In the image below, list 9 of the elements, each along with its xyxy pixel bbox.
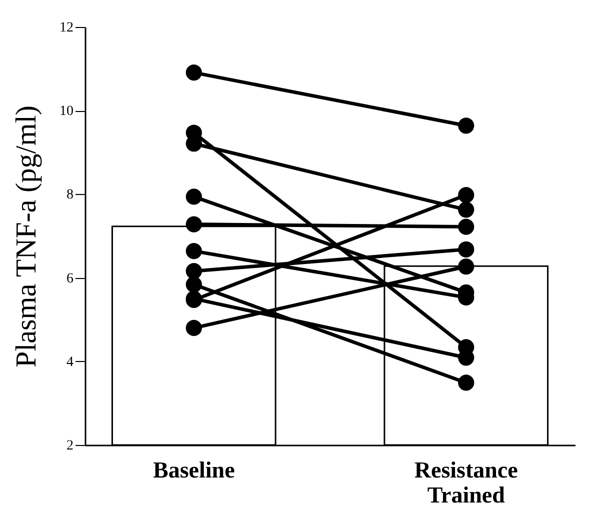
y-tick-label: 2 — [66, 438, 74, 454]
y-axis-title: Plasma TNF-a (pg/ml) — [10, 105, 42, 368]
y-tick-label: 6 — [66, 271, 74, 286]
y-tick-label: 12 — [60, 20, 74, 36]
x-tick-label: Baseline — [153, 458, 235, 482]
y-tick-label: 10 — [60, 104, 74, 120]
y-tick-label: 4 — [66, 354, 74, 370]
y-tick-label: 8 — [66, 188, 74, 203]
x-tick-label: Resistance Trained — [414, 458, 518, 508]
